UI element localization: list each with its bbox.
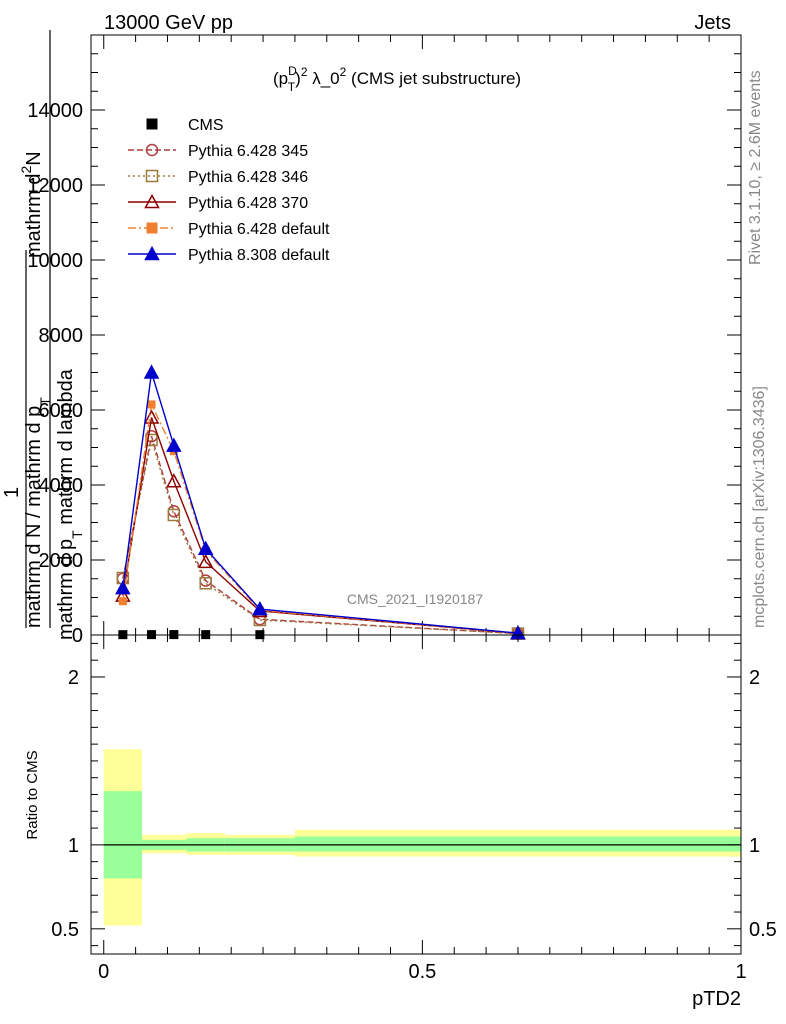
legend-item-p346: Pythia 6.428 346: [128, 169, 308, 186]
data-point-p8def: [197, 540, 214, 555]
ratio-tick-label: 0.5: [51, 919, 79, 941]
data-point-p346: [167, 508, 181, 522]
data-point-p370: [166, 473, 182, 488]
legend-label: Pythia 8.308 default: [188, 247, 330, 264]
ratio-tick-label-right: 0.5: [749, 919, 777, 941]
legend-item-p345: Pythia 6.428 345: [128, 143, 308, 160]
legend-label: Pythia 6.428 345: [188, 143, 308, 160]
ratio-tick-label: 2: [68, 667, 79, 689]
series-p346: [116, 433, 525, 640]
main-x-ticks: [103, 35, 742, 635]
ratio-tick-label-right: 1: [749, 835, 760, 857]
data-point-p6def: [118, 597, 127, 606]
header-left: 13000 GeV pp: [104, 12, 233, 34]
data-point-p8def: [115, 580, 131, 595]
data-point-p346: [199, 577, 212, 590]
legend-label: Pythia 6.428 346: [188, 169, 308, 186]
legend-marker: [146, 118, 158, 130]
ylabel-prefactor-num: 1: [1, 487, 23, 498]
y-tick-label: 8000: [39, 325, 84, 347]
legend-item-p8def: Pythia 8.308 default: [128, 245, 330, 264]
x-tick-label: 0.5: [408, 961, 436, 983]
legend-marker: [145, 143, 159, 157]
legend: CMS Pythia 6.428 345 Pythia 6.428 346 Pythi…: [128, 117, 330, 264]
data-point-p6def: [147, 400, 156, 409]
rivet-label: Rivet 3.1.10, ≥ 2.6M events: [747, 70, 764, 265]
header-right: Jets: [694, 12, 731, 34]
legend-label: Pythia 6.428 default: [188, 221, 330, 238]
ratio-band-inner: [294, 836, 741, 852]
ratio-ylabel: Ratio to CMS: [24, 750, 41, 839]
ratio-panel: 0.5 0.51 12 2 0 0.5 1 Ratio to CMS pTD2: [24, 634, 777, 1010]
series-line-p346: [122, 439, 518, 635]
legend-marker: [144, 245, 160, 261]
ratio-tick-label-right: 2: [749, 667, 760, 689]
y-tick-label: 10000: [27, 250, 83, 272]
y-tick-label: 14000: [27, 100, 83, 122]
data-point-p8def: [143, 364, 160, 379]
data-point-p370: [143, 409, 160, 424]
x-tick-label: 1: [735, 961, 746, 983]
legend-marker: [145, 169, 159, 183]
legend-marker: [146, 222, 158, 234]
watermark: CMS_2021_I1920187: [347, 591, 483, 607]
data-point-p345: [167, 505, 181, 518]
ratio-x-ticks: 0 0.5 1: [98, 635, 747, 983]
legend-item-p370: Pythia 6.428 370: [128, 193, 308, 212]
ratio-frame: [90, 634, 742, 955]
y-tick-label: 12000: [27, 175, 83, 197]
data-point-p8def: [166, 437, 182, 452]
data-point-p8def: [252, 601, 268, 616]
legend-label: CMS: [188, 117, 224, 134]
legend-marker: [144, 193, 160, 209]
legend-label: Pythia 6.428 370: [188, 195, 308, 212]
series-line-p6def: [122, 401, 519, 635]
legend-item-cms: CMS: [146, 117, 224, 134]
ratio-y-ticks: 0.5 0.5 1 1 2 2: [51, 642, 777, 947]
series-p8def: [115, 364, 526, 640]
x-tick-label: 0: [98, 961, 109, 983]
y-axis-label: mathrm d2N mathrm d pT mathrm d lambda 1…: [1, 30, 85, 640]
ratio-bands: [103, 749, 741, 926]
data-point-p370: [197, 553, 214, 569]
ylabel-numerator: mathrm d2N: [18, 151, 45, 258]
chart-title: (pD T)2 λ_02 (CMS jet substructure): [273, 64, 521, 94]
y-tick-label: 0: [72, 625, 83, 647]
ratio-tick-label: 1: [68, 835, 79, 857]
series-line-p8def: [122, 372, 519, 634]
series-line-p370: [122, 417, 519, 635]
legend-item-p6def: Pythia 6.428 default: [128, 221, 330, 238]
ylabel-prefactor-den: mathrm d N / mathrm d pT: [23, 397, 53, 628]
x-axis-label: pTD2: [692, 988, 741, 1010]
ratio-band-inner: [103, 791, 142, 879]
mcplots-label: mcplots.cern.ch [arXiv:1306.3436]: [751, 386, 768, 628]
ylabel-denominator: mathrm d pT mathrm d lambda: [55, 368, 85, 640]
